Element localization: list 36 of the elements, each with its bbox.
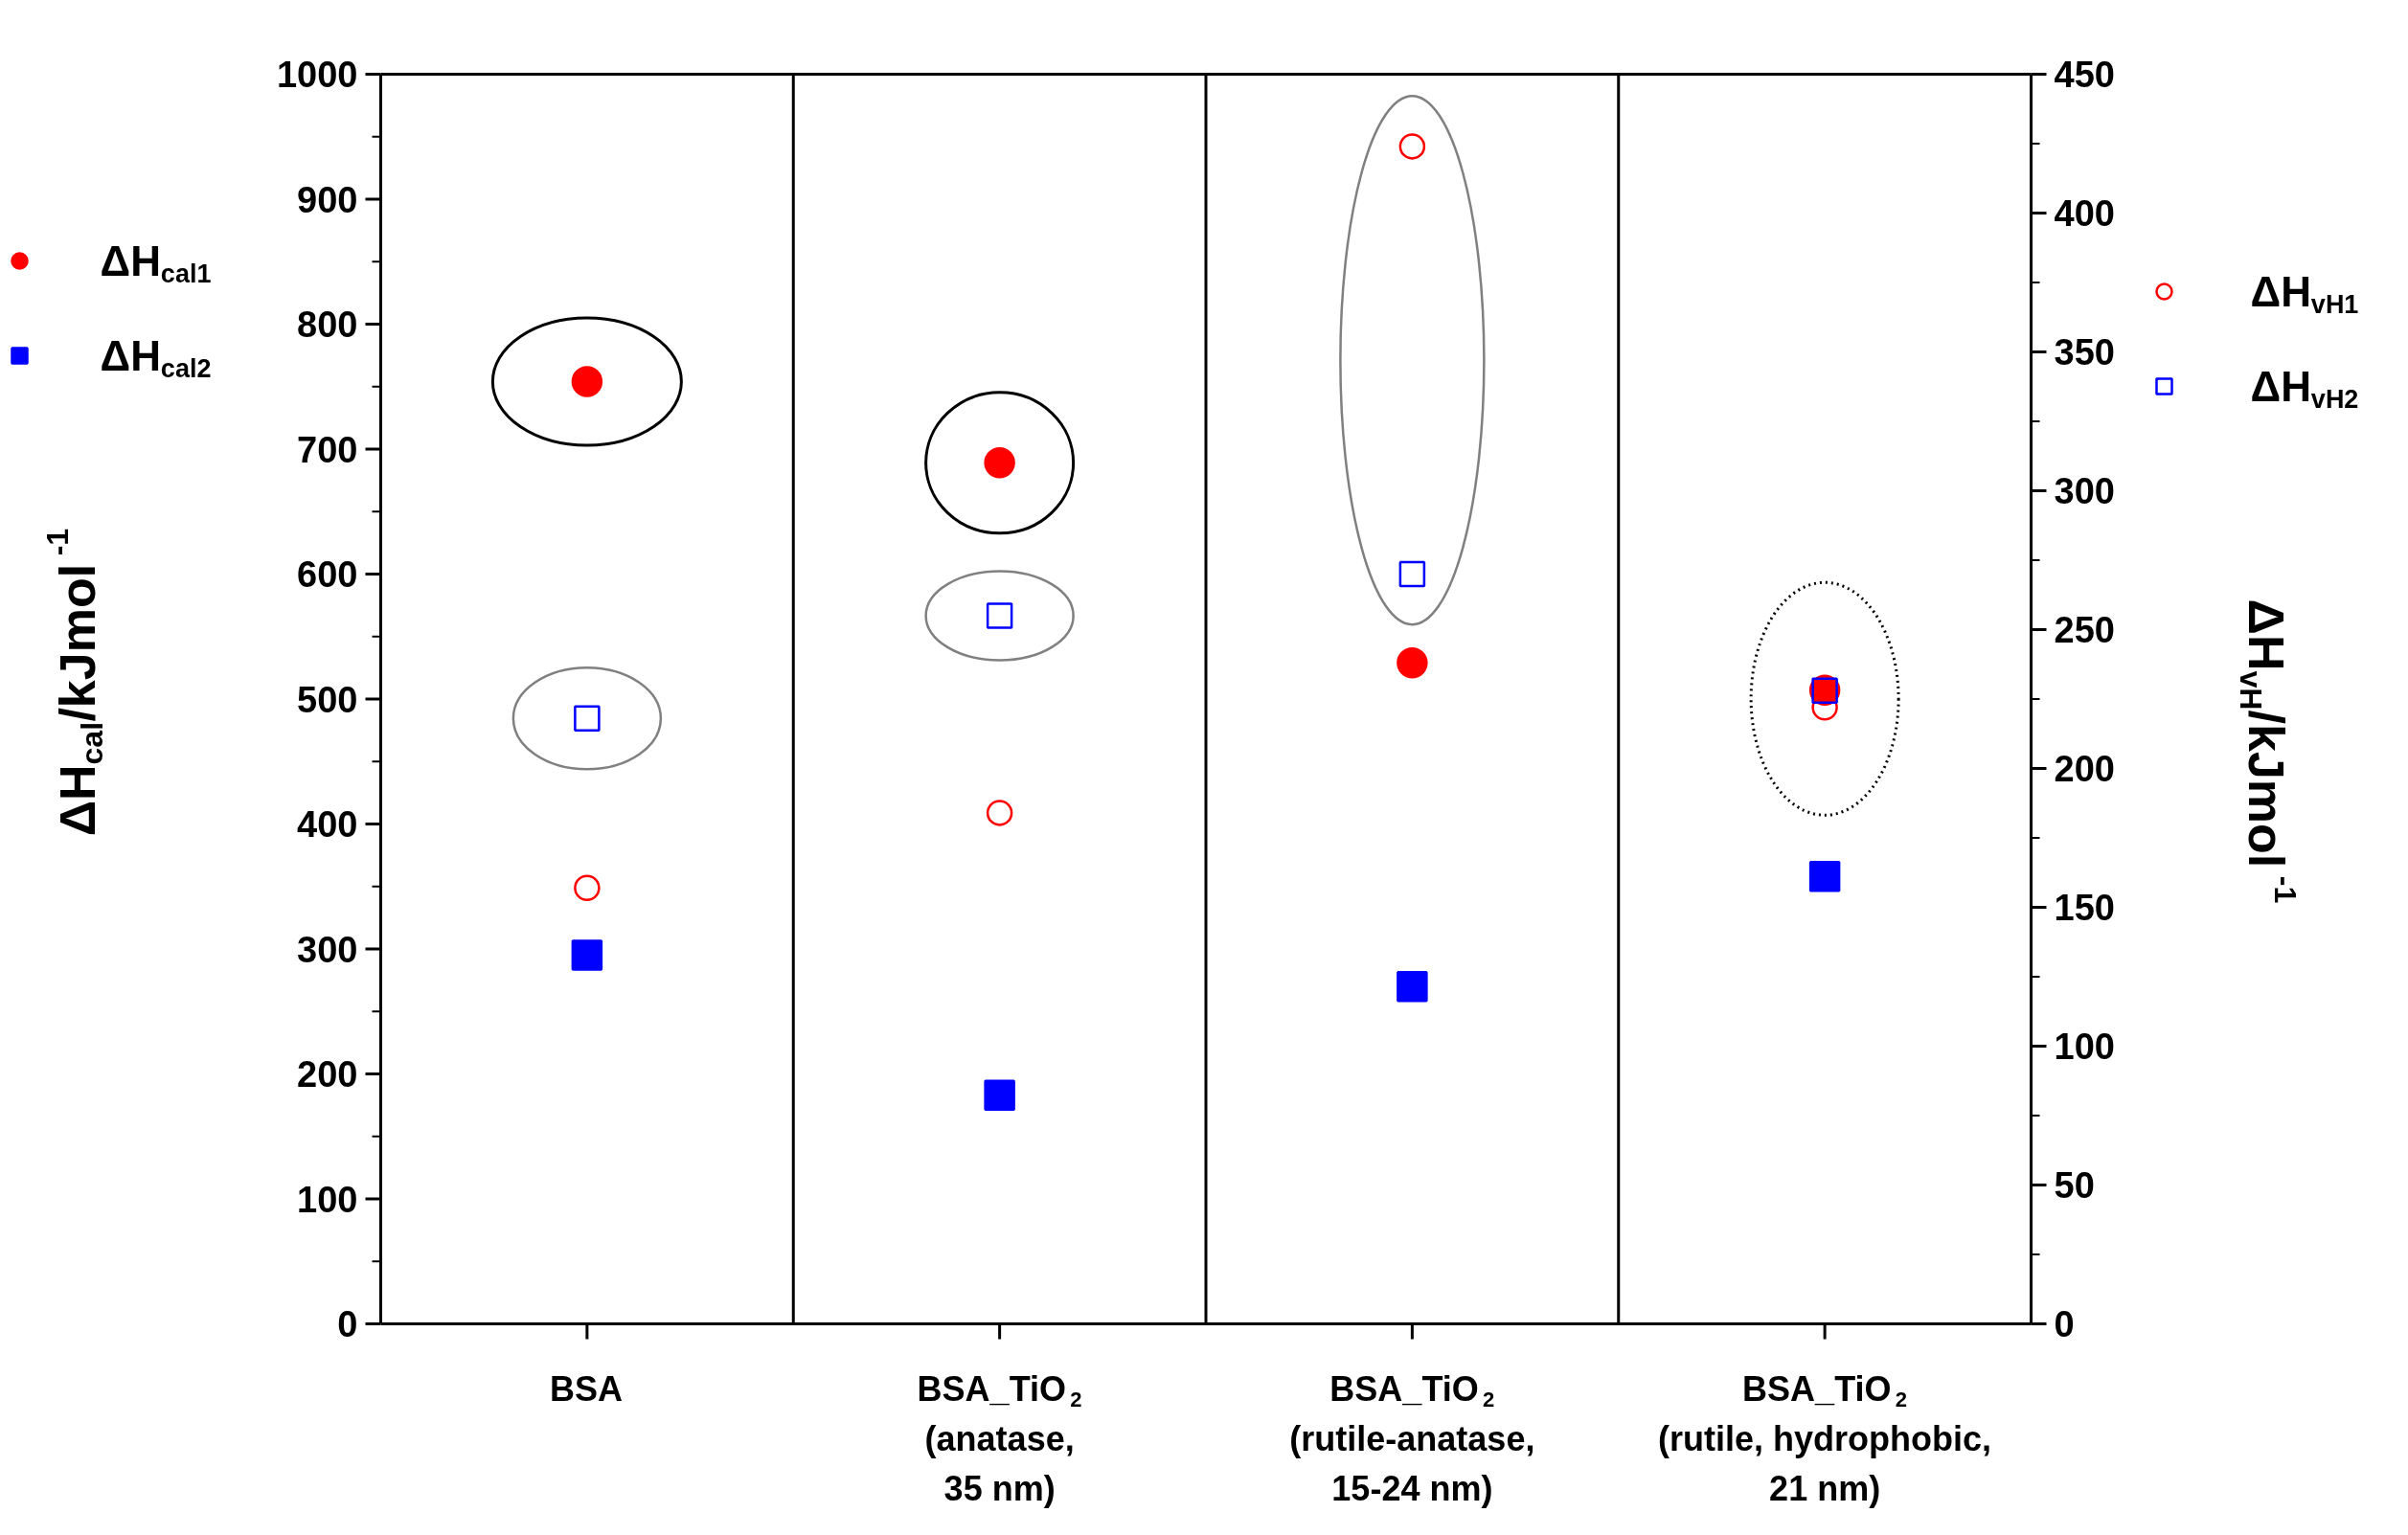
y2-tick-label: 100 xyxy=(2054,1027,2115,1067)
y-tick-label: 200 xyxy=(297,1054,358,1095)
y-tick-label: 100 xyxy=(297,1179,358,1220)
y2-tick-label: 0 xyxy=(2054,1304,2075,1344)
y2-tick-label: 150 xyxy=(2054,888,2115,928)
y2-axis-title: ΔHvH/kJmol-1 xyxy=(2233,598,2304,904)
y-tick-label: 800 xyxy=(297,305,358,345)
y-tick-label: 300 xyxy=(297,929,358,970)
point xyxy=(574,705,601,733)
point xyxy=(986,800,1013,826)
point xyxy=(1397,646,1428,679)
y2-tick-label: 250 xyxy=(2054,610,2115,650)
point xyxy=(984,1079,1015,1111)
x-tick-label: BSA xyxy=(549,1369,624,1409)
point xyxy=(1808,861,1841,892)
y2-tick-label: 200 xyxy=(2054,749,2115,789)
y-axis-title: ΔHcal/kJmol-1 xyxy=(39,528,110,837)
point xyxy=(571,366,603,397)
point xyxy=(574,874,601,901)
y2-tick-label: 300 xyxy=(2054,471,2115,511)
y-tick-label: 600 xyxy=(297,554,358,595)
y-tick-label: 900 xyxy=(297,179,358,220)
point xyxy=(1398,133,1426,160)
point xyxy=(1398,560,1426,588)
y-tick-label: 1000 xyxy=(276,55,358,95)
y-tick-label: 400 xyxy=(297,804,358,845)
point xyxy=(1397,970,1428,1003)
y-tick-label: 700 xyxy=(297,429,358,470)
y-tick-label: 500 xyxy=(297,679,358,720)
y2-tick-label: 400 xyxy=(2054,193,2115,234)
y2-tick-label: 350 xyxy=(2054,332,2115,372)
y2-tick-label: 450 xyxy=(2054,55,2115,95)
y2-tick-label: 50 xyxy=(2054,1165,2095,1206)
point xyxy=(986,602,1013,629)
y-tick-label: 0 xyxy=(337,1304,358,1344)
point xyxy=(571,939,603,971)
